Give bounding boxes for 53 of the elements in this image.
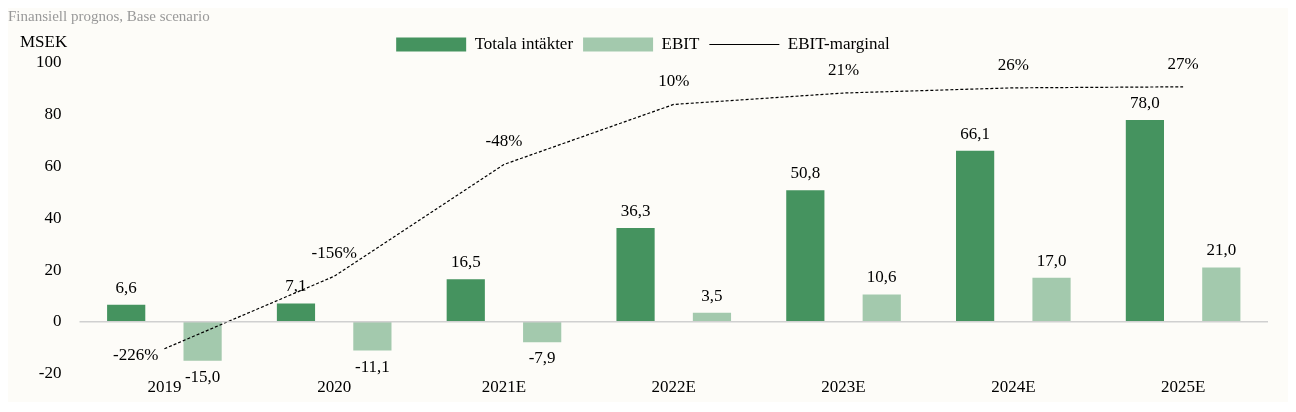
x-tick-label: 2022E xyxy=(651,377,696,397)
data-label: 36,3 xyxy=(620,200,651,220)
data-label: -15,0 xyxy=(184,366,221,386)
legend-label: EBIT xyxy=(661,33,700,53)
x-tick-label: 2021E xyxy=(481,377,527,397)
y-tick-label: 100 xyxy=(36,52,62,72)
data-label: -48% xyxy=(485,131,523,151)
y-tick-label: 60 xyxy=(44,156,62,175)
data-label: -11,1 xyxy=(354,356,390,376)
data-label: 10,6 xyxy=(866,267,897,287)
data-label: 16,5 xyxy=(450,252,481,272)
legend-label: Totala intäkter xyxy=(474,33,574,53)
x-tick-label: 2025E xyxy=(1160,377,1206,397)
legend-label: EBIT-marginal xyxy=(787,33,891,53)
bar xyxy=(616,227,655,322)
x-tick-label: 2019 xyxy=(147,377,182,397)
data-label: 27% xyxy=(1167,53,1199,73)
data-label: 21% xyxy=(827,59,860,79)
bar xyxy=(1202,267,1241,322)
bar xyxy=(353,321,392,351)
data-label: 10% xyxy=(658,71,690,91)
data-label: -156% xyxy=(311,243,357,263)
y-tick-label: -20 xyxy=(38,363,62,383)
data-label: 3,5 xyxy=(701,285,723,305)
data-label: 78,0 xyxy=(1130,92,1160,112)
y-tick-label: 0 xyxy=(53,311,62,331)
bar xyxy=(1032,277,1071,322)
data-label: 17,0 xyxy=(1036,250,1067,270)
bar xyxy=(862,294,901,322)
bar xyxy=(107,304,146,322)
bar xyxy=(523,321,562,343)
data-label: -7,9 xyxy=(528,348,556,368)
data-label: 21,0 xyxy=(1206,240,1237,260)
data-label: 6,6 xyxy=(115,277,137,297)
x-tick-label: 2020 xyxy=(317,377,352,397)
bar xyxy=(1125,119,1165,322)
data-label: 7,1 xyxy=(285,276,307,296)
y-tick-label: 40 xyxy=(44,207,62,227)
bar xyxy=(446,279,485,322)
data-label: -226% xyxy=(113,344,159,364)
x-tick-label: 2023E xyxy=(821,377,866,397)
x-tick-label: 2024E xyxy=(991,377,1036,397)
data-label: 50,8 xyxy=(790,163,821,183)
y-tick-label: 20 xyxy=(44,259,62,279)
bar xyxy=(786,190,825,322)
data-label: 26% xyxy=(997,54,1029,74)
chart-title: Finansiell prognos, Base scenario xyxy=(8,8,211,26)
y-tick-label: 80 xyxy=(44,104,62,124)
data-label: 66,1 xyxy=(960,123,990,143)
bar xyxy=(183,321,222,361)
y-axis-title: MSEK xyxy=(20,32,68,52)
bar xyxy=(276,303,316,322)
bar xyxy=(956,150,995,322)
